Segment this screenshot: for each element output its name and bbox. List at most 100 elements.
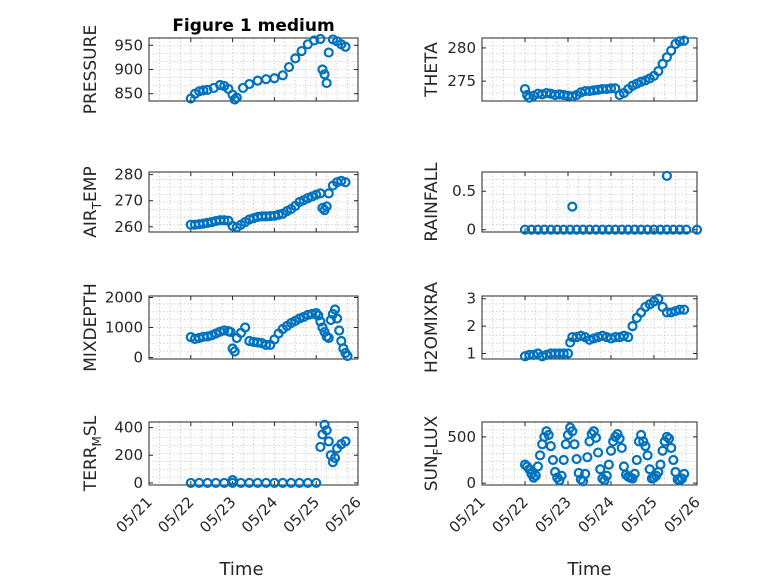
data-point (595, 464, 606, 475)
data-point (311, 477, 322, 489)
data-point (655, 459, 666, 470)
data-point (629, 468, 640, 479)
data-point (219, 325, 230, 336)
data-point (340, 436, 351, 447)
data-point (260, 74, 272, 85)
y-axis-label: THETA (422, 42, 442, 98)
data-point (562, 348, 574, 359)
data-point (666, 442, 677, 454)
data-point (560, 439, 571, 450)
data-point (519, 83, 531, 95)
data-point (623, 331, 634, 343)
data-point (269, 73, 280, 84)
data-point (323, 332, 334, 344)
data-point (674, 304, 685, 315)
data-point (661, 224, 673, 235)
data-point (306, 308, 318, 320)
data-point (329, 304, 341, 315)
x-axis-label: Time (218, 559, 263, 580)
data-point (202, 477, 213, 489)
data-point (674, 224, 685, 235)
y-axis-label: H2OMIXRA (422, 282, 442, 373)
data-point (653, 293, 664, 304)
data-point (567, 426, 578, 437)
y-tick-label: 0 (133, 474, 143, 492)
data-point (565, 224, 576, 235)
data-point (635, 224, 647, 235)
data-point (277, 70, 288, 81)
data-point (545, 440, 556, 452)
data-point (631, 454, 642, 466)
data-point (545, 224, 556, 235)
data-point (571, 453, 582, 465)
data-point (627, 321, 638, 332)
data-point (526, 224, 537, 235)
data-point (605, 445, 617, 456)
data-point (597, 224, 608, 235)
data-point (655, 224, 666, 235)
y-tick-label: 900 (114, 61, 143, 79)
data-point (569, 439, 580, 450)
data-point (194, 477, 205, 489)
data-point (592, 447, 604, 458)
data-point (315, 316, 326, 327)
subplot-6: 1 2 3 H2OMIXRA (422, 282, 698, 373)
data-point (657, 445, 668, 456)
data-point (332, 313, 343, 324)
y-tick-label: 950 (114, 36, 143, 54)
y-tick-label: 275 (447, 72, 476, 90)
data-point (642, 224, 653, 235)
data-point (552, 224, 563, 235)
y-axis-label: SUNFLUX (422, 415, 445, 491)
data-point (584, 224, 595, 235)
data-point (601, 470, 612, 481)
axes-frame (481, 295, 698, 360)
x-tick-label: 05/26 (661, 493, 704, 536)
data-point (252, 477, 263, 489)
subplot-1: 850 900 950 PRESSURE Figure 1 medium (81, 16, 359, 114)
y-tick-label: 3 (466, 290, 476, 308)
data-point (648, 224, 660, 235)
data-point (582, 452, 593, 463)
data-point (678, 35, 690, 46)
x-tick-label: 05/23 (532, 493, 575, 536)
data-point (323, 47, 334, 58)
data-point (580, 468, 591, 479)
x-tick-label: 05/25 (280, 493, 323, 536)
data-point (329, 452, 341, 464)
data-point (240, 322, 251, 333)
data-point (565, 337, 576, 348)
subplot-2: 275 280 THETA (422, 35, 698, 103)
y-tick-label: 2000 (105, 289, 143, 307)
data-point (260, 339, 272, 350)
data-point (319, 419, 330, 430)
data-point (252, 75, 263, 86)
data-point (674, 36, 685, 47)
data-point (642, 450, 653, 461)
data-point (618, 461, 630, 472)
data-point (532, 224, 544, 235)
data-point (319, 69, 330, 80)
data-point (534, 450, 546, 461)
data-point (532, 461, 544, 472)
data-point (340, 177, 351, 188)
data-point (603, 459, 614, 470)
data-point (244, 477, 255, 489)
data-point (653, 66, 664, 77)
data-point (528, 472, 539, 483)
data-point (668, 224, 679, 235)
x-tick-label: 05/22 (154, 493, 197, 536)
data-point (605, 83, 617, 94)
data-point (577, 224, 589, 235)
data-point (219, 215, 230, 226)
data-point (539, 224, 550, 235)
x-tick-label: 05/22 (489, 493, 532, 536)
data-point (315, 441, 326, 453)
chart-title: Figure 1 medium (172, 16, 334, 36)
data-point (235, 477, 247, 489)
y-tick-label: 0 (466, 474, 476, 492)
data-point (315, 33, 326, 45)
data-point (603, 224, 614, 235)
